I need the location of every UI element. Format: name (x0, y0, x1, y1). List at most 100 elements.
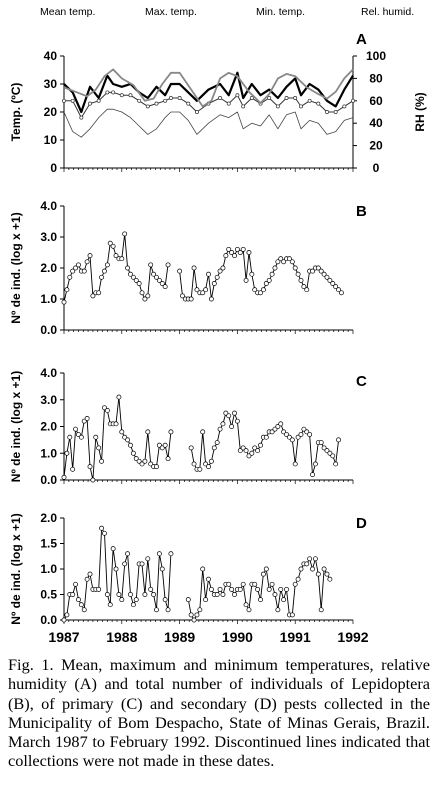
data-point (107, 240, 113, 246)
data-point (73, 581, 79, 587)
y-tick-label: 1.0 (40, 292, 57, 306)
data-point (295, 576, 301, 582)
data-point (61, 299, 67, 305)
data-point (180, 293, 185, 299)
data-point (338, 290, 344, 296)
data-point (240, 246, 246, 252)
data-point (275, 259, 281, 265)
data-point (266, 277, 272, 283)
x-year-label: 1987 (48, 629, 79, 645)
data-point (255, 586, 261, 592)
data-point-mean (177, 96, 182, 100)
data-point (278, 421, 284, 427)
y2-tick-label: 60 (369, 94, 383, 108)
data-point (197, 466, 203, 472)
legend-label-max: Max. temp. (145, 6, 197, 18)
x-year-label: 1989 (164, 629, 195, 645)
data-point-mean (163, 98, 168, 103)
data-point (272, 265, 278, 271)
data-point (70, 466, 76, 472)
data-point (107, 602, 113, 608)
data-point (232, 253, 237, 259)
data-point (208, 586, 214, 592)
y2-tick-label: 80 (369, 71, 383, 85)
y-axis-title: Nº de ind. (log x +1) (9, 371, 23, 482)
panel-b: 0.0 1.0 2.0 3.0 4.0 Nº de ind. (log x +1) B (9, 199, 367, 337)
data-point (229, 250, 235, 255)
data-point (324, 274, 330, 280)
data-point (73, 265, 79, 271)
data-point (240, 581, 246, 587)
data-point (136, 458, 142, 464)
data-point (246, 453, 252, 459)
data-point-mean (111, 90, 116, 95)
data-point (200, 566, 206, 572)
data-point (159, 445, 165, 451)
data-point (229, 586, 235, 592)
data-point (64, 612, 70, 618)
data-point (142, 592, 148, 597)
data-point (90, 477, 96, 483)
data-point (234, 246, 240, 252)
data-point (263, 566, 269, 572)
data-point (232, 592, 237, 597)
data-point-mean (342, 104, 347, 109)
data-point-mean (351, 98, 355, 103)
data-point-mean (293, 96, 298, 100)
data-point (148, 461, 154, 467)
y-tick-label: 4.0 (40, 199, 57, 213)
data-point (130, 602, 136, 608)
data-point (206, 271, 211, 277)
data-point-mean (105, 90, 110, 95)
data-point (226, 581, 232, 587)
data-point (237, 250, 243, 255)
data-point (252, 581, 258, 587)
data-point (272, 426, 278, 432)
data-point (243, 448, 249, 454)
figure-caption: Fig. 1. Mean, maximum and minimum temper… (8, 655, 430, 771)
data-point (194, 612, 200, 618)
data-point-mean (299, 104, 303, 109)
data-point-mean (235, 93, 240, 98)
data-point (75, 597, 81, 603)
data-point (246, 607, 252, 613)
data-point (75, 262, 81, 268)
data-point (220, 592, 226, 597)
data-point (298, 432, 304, 437)
data-point (84, 259, 90, 265)
data-point-mean (218, 96, 223, 100)
panel-a: 0 10 20 30 40 Temp. (ºC) A 0 20 40 60 80 100 RH (%) (9, 31, 427, 175)
series-line-min (63, 108, 354, 138)
data-point (269, 271, 275, 277)
data-point (284, 432, 289, 437)
data-point (214, 592, 220, 597)
data-point (327, 277, 333, 283)
y-tick-label: 1.5 (40, 537, 57, 551)
data-point (336, 437, 341, 443)
data-point (104, 408, 110, 413)
data-point (214, 274, 220, 280)
data-point (159, 566, 165, 572)
data-point (61, 617, 67, 623)
data-point (84, 416, 90, 421)
data-point (298, 566, 304, 572)
data-point (87, 253, 93, 259)
data-point (307, 556, 313, 562)
data-point-mean (194, 110, 199, 114)
data-point (211, 281, 217, 286)
data-point (275, 607, 281, 613)
y-tick-label: 0.0 (40, 323, 57, 337)
x-year-label: 1990 (222, 629, 253, 645)
data-point (301, 426, 307, 432)
x-year-label: 1992 (337, 629, 368, 645)
data-point (220, 421, 226, 427)
data-point (90, 293, 96, 299)
data-point (99, 274, 105, 280)
data-point-mean (119, 93, 124, 98)
data-point (336, 287, 341, 293)
data-point (310, 566, 315, 572)
x-year-label: 1988 (106, 629, 137, 645)
data-point (258, 597, 263, 603)
data-point (139, 561, 145, 567)
figure: Mean temp. Max. temp. Min. temp. Rel. hu… (9, 6, 427, 645)
